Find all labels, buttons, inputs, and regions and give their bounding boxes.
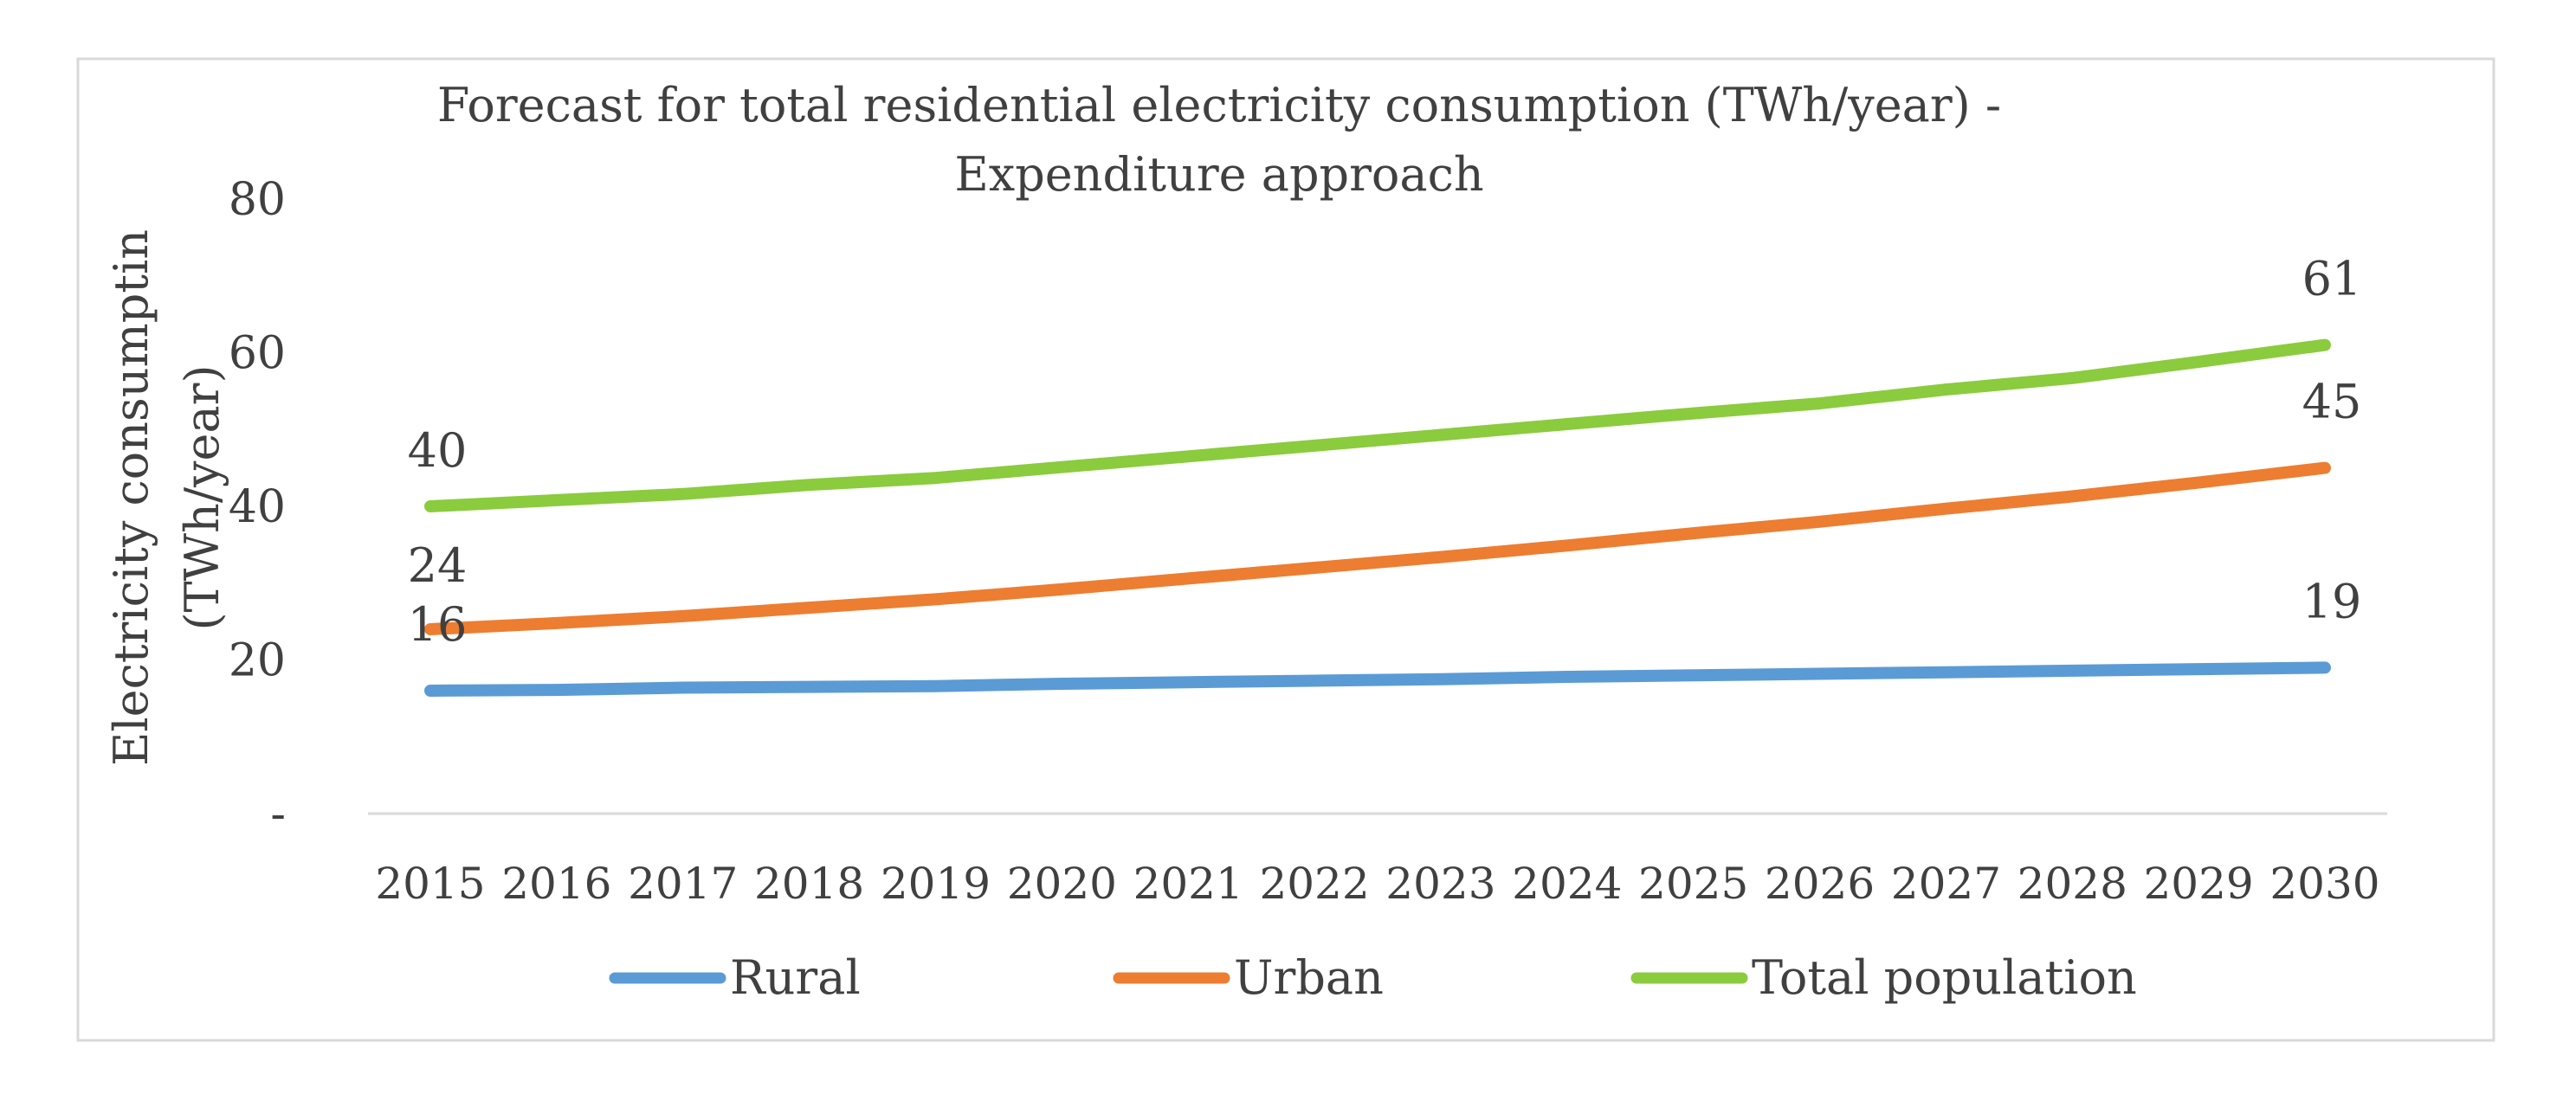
legend: Rural Urban Total population <box>609 950 2137 1005</box>
x-tick-label: 2030 <box>2269 859 2379 909</box>
y-tick-label: - <box>270 788 286 840</box>
x-axis-ticks: 2015 2016 2017 2018 2019 2020 2021 2022 2023 2024… <box>375 859 2379 909</box>
legend-label: Urban <box>1234 950 1384 1005</box>
x-tick-label: 2020 <box>1007 859 1117 909</box>
data-label-end: 45 <box>2302 375 2362 429</box>
legend-label: Rural <box>730 950 861 1005</box>
y-axis-label-line1: Electricity consumptin <box>104 229 158 766</box>
x-tick-label: 2015 <box>375 859 485 909</box>
data-labels: 16 19 24 45 40 61 <box>408 252 2362 652</box>
legend-label: Total population <box>1752 950 2137 1005</box>
data-label-start: 16 <box>408 597 468 652</box>
x-tick-label: 2017 <box>628 859 738 909</box>
data-label-start: 40 <box>408 423 468 478</box>
data-label-end: 61 <box>2302 252 2362 306</box>
data-label-start: 24 <box>408 538 468 593</box>
series-lines <box>424 338 2331 697</box>
y-axis-ticks: - 20 40 60 80 <box>229 174 286 840</box>
series-line-rural <box>424 661 2331 697</box>
y-axis-label-line2: (TWh/year) <box>175 364 229 630</box>
x-tick-label: 2022 <box>1259 859 1369 909</box>
x-tick-label: 2028 <box>2018 859 2127 909</box>
x-tick-label: 2026 <box>1765 859 1875 909</box>
series-line-total-population <box>424 338 2331 512</box>
y-tick-label: 60 <box>229 328 286 380</box>
y-tick-label: 20 <box>229 635 286 687</box>
y-tick-label: 40 <box>229 481 286 533</box>
x-tick-label: 2019 <box>881 859 991 909</box>
x-tick-label: 2018 <box>754 859 864 909</box>
x-tick-label: 2016 <box>501 859 611 909</box>
x-tick-label: 2027 <box>1891 859 2001 909</box>
x-tick-label: 2024 <box>1512 859 1622 909</box>
series-line-urban <box>424 461 2331 635</box>
x-tick-label: 2023 <box>1385 859 1495 909</box>
y-tick-label: 80 <box>229 174 286 226</box>
x-tick-label: 2021 <box>1133 859 1243 909</box>
chart-frame <box>76 57 2495 1042</box>
data-label-end: 19 <box>2302 574 2362 628</box>
chart-title: Forecast for total residential electrici… <box>437 78 2001 132</box>
x-tick-label: 2029 <box>2144 859 2254 909</box>
chart-subtitle: Expenditure approach <box>954 147 1483 202</box>
x-tick-label: 2025 <box>1638 859 1748 909</box>
